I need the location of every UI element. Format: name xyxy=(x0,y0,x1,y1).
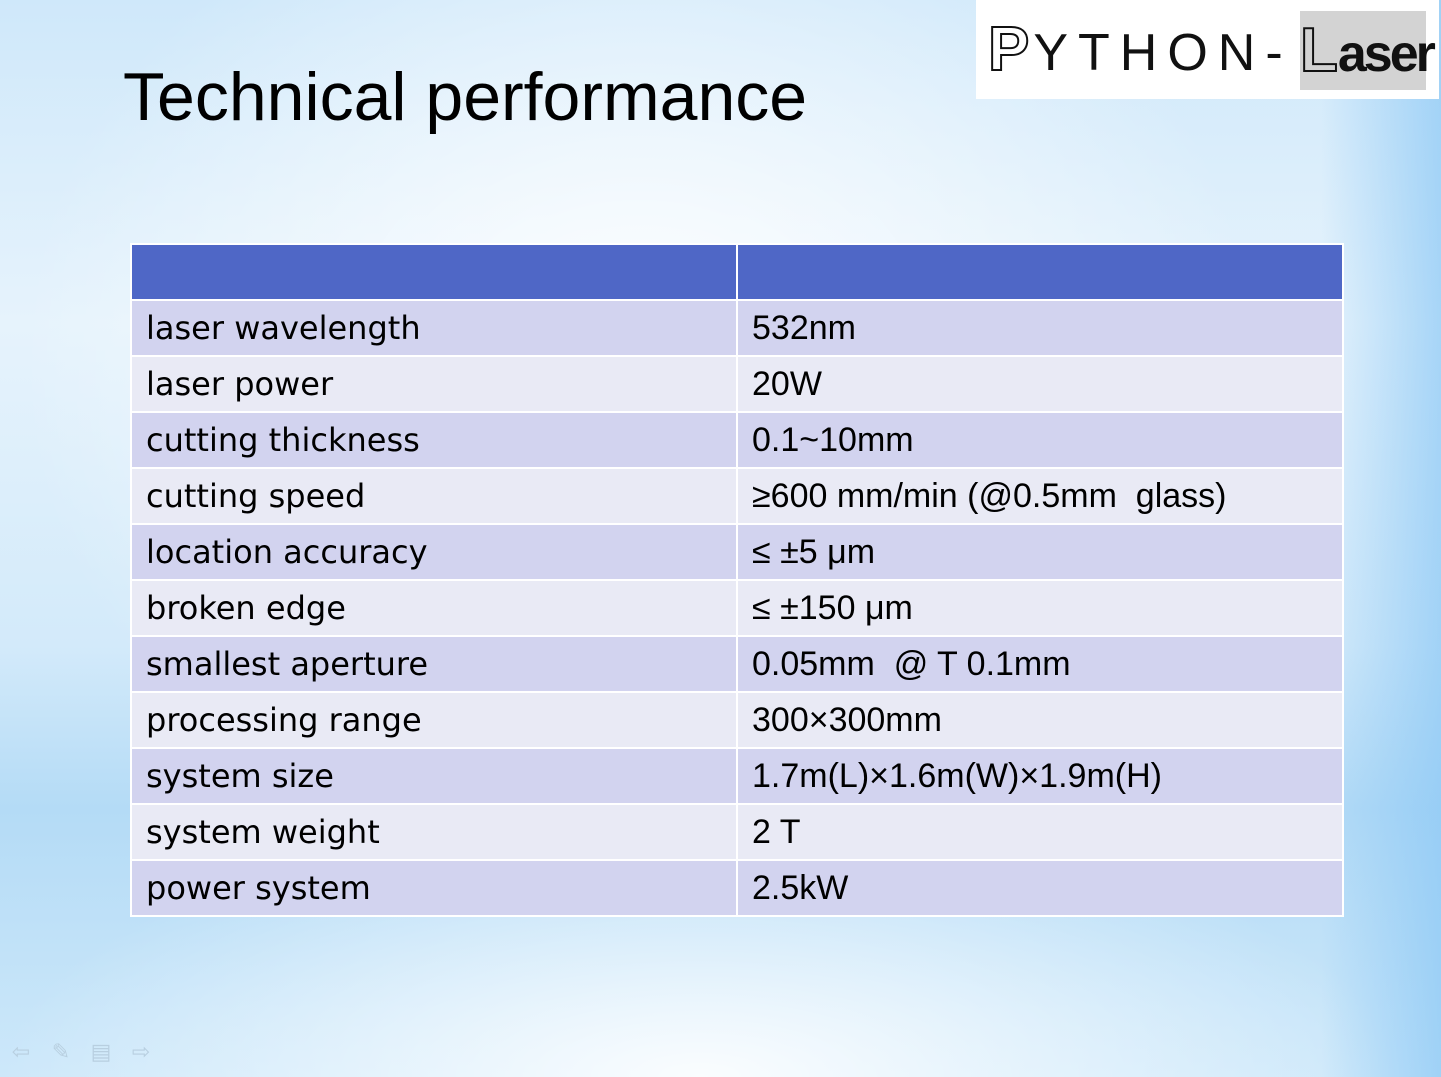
back-arrow-icon[interactable]: ⇦ xyxy=(11,1040,31,1065)
forward-arrow-icon[interactable]: ⇨ xyxy=(131,1040,151,1065)
value-cell: ≤ ±5 μm xyxy=(736,523,1344,581)
value-cell: 532nm xyxy=(736,299,1344,357)
value-cell: 1.7m(L)×1.6m(W)×1.9m(H) xyxy=(736,747,1344,805)
parameter-cell: laser wavelength xyxy=(130,299,738,357)
table-header-row xyxy=(130,243,1344,301)
table-row: broken edge ≤ ±150 μm xyxy=(130,579,1344,637)
value-cell: 0.05mm @ T 0.1mm xyxy=(736,635,1344,693)
table-header-cell xyxy=(130,243,738,301)
table-row: system weight 2 T xyxy=(130,803,1344,861)
parameter-cell: system size xyxy=(130,747,738,805)
logo-laser-text: Laser xyxy=(1299,11,1436,90)
value-cell: 300×300mm xyxy=(736,691,1344,749)
slide-nav: ⇦ ✎ ▤ ⇨ xyxy=(8,1040,154,1066)
table-row: power system 2.5kW xyxy=(130,859,1344,917)
value-cell: ≥600 mm/min (@0.5mm glass) xyxy=(736,467,1344,525)
table-row: system size 1.7m(L)×1.6m(W)×1.9m(H) xyxy=(130,747,1344,805)
value-cell: 2 T xyxy=(736,803,1344,861)
parameter-cell: location accuracy xyxy=(130,523,738,581)
spec-table: laser wavelength 532nm laser power 20W cutti… xyxy=(130,243,1344,917)
parameter-cell: laser power xyxy=(130,355,738,413)
value-cell: 0.1~10mm xyxy=(736,411,1344,469)
table-row: processing range 300×300mm xyxy=(130,691,1344,749)
parameter-cell: smallest aperture xyxy=(130,635,738,693)
parameter-cell: processing range xyxy=(130,691,738,749)
table-row: laser power 20W xyxy=(130,355,1344,413)
slide-title: Technical performance xyxy=(123,59,808,135)
table-row: smallest aperture 0.05mm @ T 0.1mm xyxy=(130,635,1344,693)
logo-python-text: PYTHON- xyxy=(987,15,1293,85)
parameter-cell: power system xyxy=(130,859,738,917)
table-row: cutting speed ≥600 mm/min (@0.5mm glass) xyxy=(130,467,1344,525)
pen-icon[interactable]: ✎ xyxy=(51,1040,71,1065)
menu-icon[interactable]: ▤ xyxy=(90,1040,112,1065)
parameter-cell: cutting thickness xyxy=(130,411,738,469)
parameter-cell: system weight xyxy=(130,803,738,861)
table-row: laser wavelength 532nm xyxy=(130,299,1344,357)
parameter-cell: broken edge xyxy=(130,579,738,637)
value-cell: 2.5kW xyxy=(736,859,1344,917)
value-cell: 20W xyxy=(736,355,1344,413)
table-row: cutting thickness 0.1~10mm xyxy=(130,411,1344,469)
parameter-cell: cutting speed xyxy=(130,467,738,525)
python-laser-logo: PYTHON- Laser xyxy=(976,0,1439,99)
table-header-cell xyxy=(736,243,1344,301)
table-row: location accuracy ≤ ±5 μm xyxy=(130,523,1344,581)
value-cell: ≤ ±150 μm xyxy=(736,579,1344,637)
